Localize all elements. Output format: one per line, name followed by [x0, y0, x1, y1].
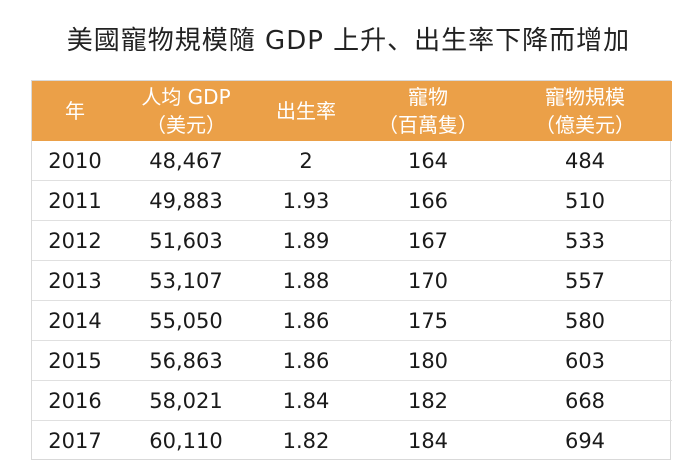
- cell-pets: 170: [358, 260, 498, 301]
- cell-pet-market: 484: [498, 141, 672, 181]
- cell-pet-market: 603: [498, 340, 672, 381]
- table-row: 2017 60,110 1.82 184 694: [32, 421, 672, 461]
- cell-pets: 164: [358, 141, 498, 181]
- page-title: 美國寵物規模隨 GDP 上升、出生率下降而增加: [66, 26, 631, 56]
- cell-birth-rate: 1.88: [254, 260, 358, 301]
- cell-pets: 180: [358, 340, 498, 381]
- cell-year: 2017: [48, 428, 102, 453]
- table-row: 2013 53,107 1.88 170 557: [32, 260, 672, 301]
- table-row: 2015 56,863 1.86 180 603: [32, 340, 672, 381]
- cell-gdp: 56,863: [118, 340, 254, 381]
- table-header-row: 年 人均 GDP （美元） 出生率 寵物 （百萬隻） 寵物規模 （億美元）: [32, 81, 672, 141]
- cell-birth-rate: 1.84: [254, 380, 358, 421]
- cell-pet-market: 557: [498, 260, 672, 301]
- cell-year: 2012: [32, 220, 118, 261]
- cell-pet-market: 510: [498, 180, 672, 221]
- cell-gdp: 60,110: [149, 428, 223, 453]
- column-header-gdp: 人均 GDP （美元）: [118, 81, 254, 141]
- cell-gdp: 55,050: [118, 300, 254, 341]
- cell-pet-market: 533: [498, 220, 672, 261]
- cell-birth-rate: 1.86: [254, 300, 358, 341]
- table-row: 2012 51,603 1.89 167 533: [32, 220, 672, 261]
- column-header-unit: （億美元）: [535, 113, 635, 137]
- cell-birth-rate: 1.89: [254, 220, 358, 261]
- column-header-label: 出生率: [276, 99, 336, 123]
- data-table: 年 人均 GDP （美元） 出生率 寵物 （百萬隻） 寵物規模 （億美元）: [32, 81, 672, 460]
- table-row: 2016 58,021 1.84 182 668: [32, 380, 672, 421]
- data-table-container: 年 人均 GDP （美元） 出生率 寵物 （百萬隻） 寵物規模 （億美元）: [31, 80, 672, 460]
- cell-year: 2010: [32, 141, 118, 181]
- table-row: 2010 48,467 2 164 484: [32, 141, 672, 181]
- cell-gdp: 53,107: [118, 260, 254, 301]
- cell-gdp: 48,467: [118, 141, 254, 181]
- table-row: 2011 49,883 1.93 166 510: [32, 180, 672, 221]
- cell-pets: 166: [358, 180, 498, 221]
- table-row: 2014 55,050 1.86 175 580: [32, 300, 672, 341]
- column-header-label: 年: [65, 99, 85, 123]
- cell-birth-rate: 1.93: [254, 180, 358, 221]
- column-header-label: 寵物規模: [545, 85, 625, 109]
- column-header-label: 人均 GDP: [141, 85, 231, 109]
- cell-pet-market: 694: [564, 428, 606, 453]
- column-header-pets: 寵物 （百萬隻）: [358, 81, 498, 141]
- cell-year: 2016: [32, 380, 118, 421]
- column-header-unit: （美元）: [146, 113, 226, 137]
- column-header-birth-rate: 出生率: [254, 81, 358, 141]
- cell-pets: 175: [358, 300, 498, 341]
- cell-pets: 167: [358, 220, 498, 261]
- cell-year: 2015: [32, 340, 118, 381]
- cell-pets: 182: [358, 380, 498, 421]
- cell-pet-market: 580: [498, 300, 672, 341]
- cell-gdp: 49,883: [118, 180, 254, 221]
- column-header-pet-market: 寵物規模 （億美元）: [498, 81, 672, 141]
- cell-pet-market: 668: [498, 380, 672, 421]
- cell-birth-rate: 1.82: [282, 428, 330, 453]
- cell-pets: 184: [407, 428, 449, 453]
- cell-year: 2013: [32, 260, 118, 301]
- column-header-year: 年: [32, 81, 118, 141]
- column-header-label: 寵物: [408, 85, 448, 109]
- cell-gdp: 51,603: [118, 220, 254, 261]
- cell-birth-rate: 1.86: [254, 340, 358, 381]
- column-header-unit: （百萬隻）: [378, 113, 478, 137]
- cell-gdp: 58,021: [118, 380, 254, 421]
- cell-year: 2014: [32, 300, 118, 341]
- cell-year: 2011: [32, 180, 118, 221]
- table-body: 2010 48,467 2 164 484 2011 49,883 1.93 166 510 201…: [32, 141, 672, 460]
- cell-birth-rate: 2: [254, 141, 358, 181]
